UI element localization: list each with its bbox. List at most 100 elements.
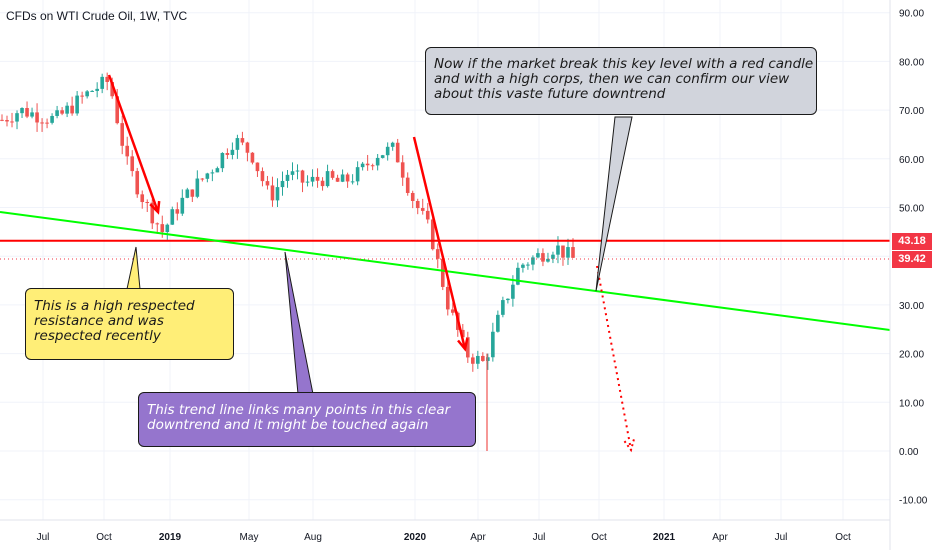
candle-body (160, 224, 165, 233)
time-tick-label: Jul (533, 532, 546, 543)
time-tick-label: Oct (591, 532, 607, 543)
price-tick-label: 50.00 (899, 204, 924, 215)
candle-body (345, 174, 350, 182)
time-tick-label: Oct (96, 532, 112, 543)
time-tick-label: Jul (37, 532, 50, 543)
time-tick-label: Apr (712, 532, 728, 543)
candle-body (20, 108, 24, 114)
candle-body (200, 178, 205, 180)
candle-body (496, 314, 500, 332)
candle-body (155, 223, 160, 225)
candle-body (190, 189, 195, 197)
callout-left[interactable]: This is a high respected resistance and … (25, 288, 234, 360)
candle-body (45, 122, 49, 124)
candle-body (415, 200, 420, 209)
candle-body (310, 176, 315, 182)
candle-body (561, 245, 565, 258)
arrow-down-2018-head (149, 200, 161, 215)
time-tick-label: Jul (775, 532, 788, 543)
price-tick-label: 30.00 (899, 301, 924, 312)
candle-body (571, 247, 575, 258)
callout-top-pointer (595, 116, 633, 292)
callout-left-text: This is a high respected resistance and … (34, 298, 195, 344)
candle-body (205, 173, 210, 179)
candle-body (305, 181, 310, 183)
price-tag-resistance: 43.18 (892, 232, 932, 250)
callout-top-text: Now if the market break this key level w… (434, 56, 814, 102)
candle-body (195, 178, 200, 197)
candle-body (340, 174, 345, 182)
candle-body (516, 267, 520, 285)
candle-body (0, 119, 4, 121)
candle-body (270, 185, 275, 201)
candle-body (295, 170, 300, 172)
candle-body (335, 177, 340, 182)
candle-body (90, 90, 94, 92)
candle-body (220, 153, 225, 169)
candle-body (551, 254, 555, 259)
candle-body (30, 112, 34, 117)
candle-body (115, 96, 119, 124)
candle-body (325, 171, 330, 187)
candle-body (60, 110, 64, 114)
candle-body (405, 177, 410, 193)
candle-body (330, 171, 335, 178)
candle-body (100, 76, 104, 89)
candle-body (85, 91, 89, 97)
price-tick-label: 60.00 (899, 155, 924, 166)
candle-body (365, 163, 370, 166)
candle-body (440, 258, 445, 287)
candle-body (566, 247, 570, 258)
candle-body (40, 122, 44, 124)
candle-body (315, 176, 320, 181)
candle-body (350, 181, 355, 183)
candle-body (275, 187, 280, 201)
time-tick-label: Apr (470, 532, 486, 543)
time-tick-label: Aug (304, 532, 322, 543)
callout-bottom[interactable]: This trend line links many points in thi… (138, 392, 476, 447)
candle-body (10, 121, 14, 123)
candle-body (245, 142, 250, 153)
candle-body (390, 142, 395, 147)
time-tick-label: May (240, 532, 259, 543)
candle-body (445, 286, 450, 310)
time-tick-label: 2021 (653, 532, 676, 543)
price-tick-label: 0.00 (899, 447, 919, 458)
candle-body (546, 258, 550, 262)
candle-body (230, 149, 235, 155)
candle-body (300, 170, 305, 183)
candle-body (240, 138, 245, 143)
candle-body (135, 171, 140, 195)
candle-body (380, 155, 385, 158)
candle-body (450, 309, 455, 313)
candle-body (255, 162, 260, 172)
candle-body (250, 152, 255, 163)
candle-body (50, 115, 54, 123)
arrow-down-2020-head (457, 337, 469, 352)
price-tick-label: 90.00 (899, 9, 924, 20)
candle-body (120, 123, 125, 146)
candle-body (360, 163, 365, 168)
candle-body (280, 180, 285, 188)
candle-body (385, 146, 390, 156)
price-tick-label: 80.00 (899, 57, 924, 68)
candle-body (175, 209, 180, 214)
candle-body (260, 171, 265, 182)
candle-body (145, 202, 150, 204)
candle-body (225, 153, 230, 155)
callout-top[interactable]: Now if the market break this key level w… (425, 47, 817, 115)
candle-body (95, 88, 99, 91)
candle-body (105, 76, 109, 82)
candle-body (425, 210, 430, 220)
price-tick-label: 10.00 (899, 398, 924, 409)
time-tick-label: Oct (835, 532, 851, 543)
callout-bottom-pointer (284, 251, 314, 395)
callout-left-pointer (126, 246, 141, 290)
price-tick-label: 20.00 (899, 350, 924, 361)
time-axis[interactable]: Jul Oct 2019 May Aug 2020 Apr Jul Oct 2021 Apr Jul O… (37, 532, 851, 543)
candle-body (370, 165, 375, 167)
time-tick-label: 2020 (404, 532, 427, 543)
candle-body (521, 264, 525, 268)
candles (0, 72, 575, 451)
